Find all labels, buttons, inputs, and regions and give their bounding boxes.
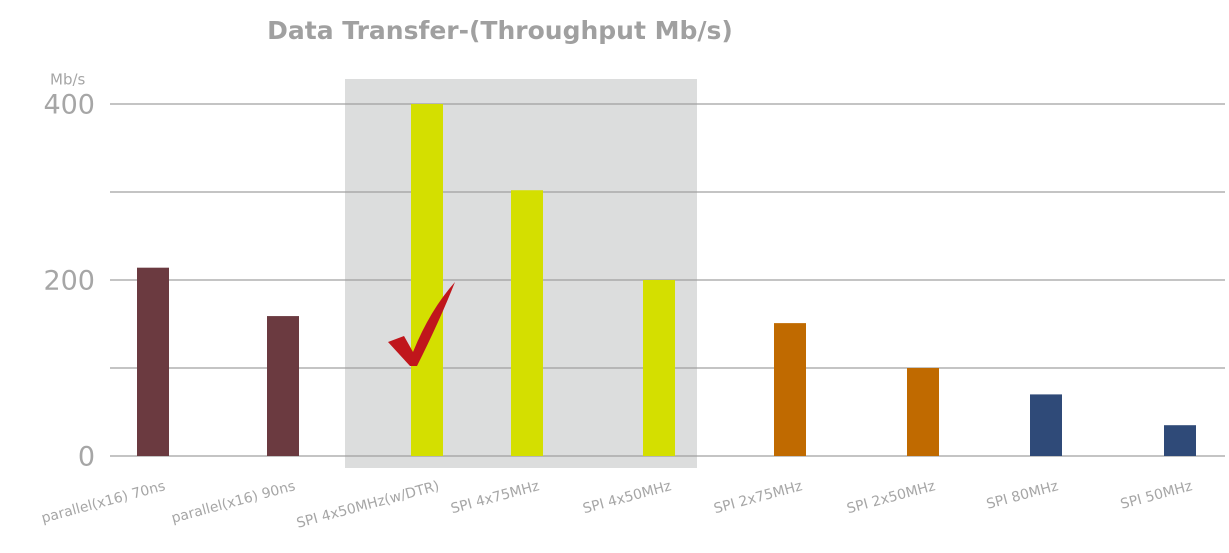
x-tick-label: parallel(x16) 90ns [170,478,297,526]
x-tick-label: SPI 2x50MHz [845,478,937,517]
chart-title: Data Transfer-(Throughput Mb/s) [267,16,733,45]
bar [411,104,443,456]
bar [511,190,543,457]
y-tick-label: 400 [43,90,95,121]
bar [1030,394,1062,456]
x-tick-label: SPI 50MHz [1119,478,1194,513]
bar [907,368,939,456]
x-tick-label: SPI 4x75MHz [449,478,541,517]
x-tick-label: parallel(x16) 70ns [40,478,167,526]
y-tick-label: 0 [78,442,95,473]
x-tick-label: SPI 4x50MHz [581,478,673,517]
x-tick-label: SPI 4x50MHz(w/DTR) [295,478,441,532]
check-mark [388,282,455,366]
y-axis-unit: Mb/s [50,71,86,89]
bar [643,280,675,456]
bar [774,323,806,456]
bar [1164,425,1196,456]
x-tick-label: SPI 2x75MHz [712,478,804,517]
bar [267,316,299,456]
x-tick-label: SPI 80MHz [985,478,1060,513]
y-tick-label: 200 [43,266,95,297]
bar [137,267,169,456]
